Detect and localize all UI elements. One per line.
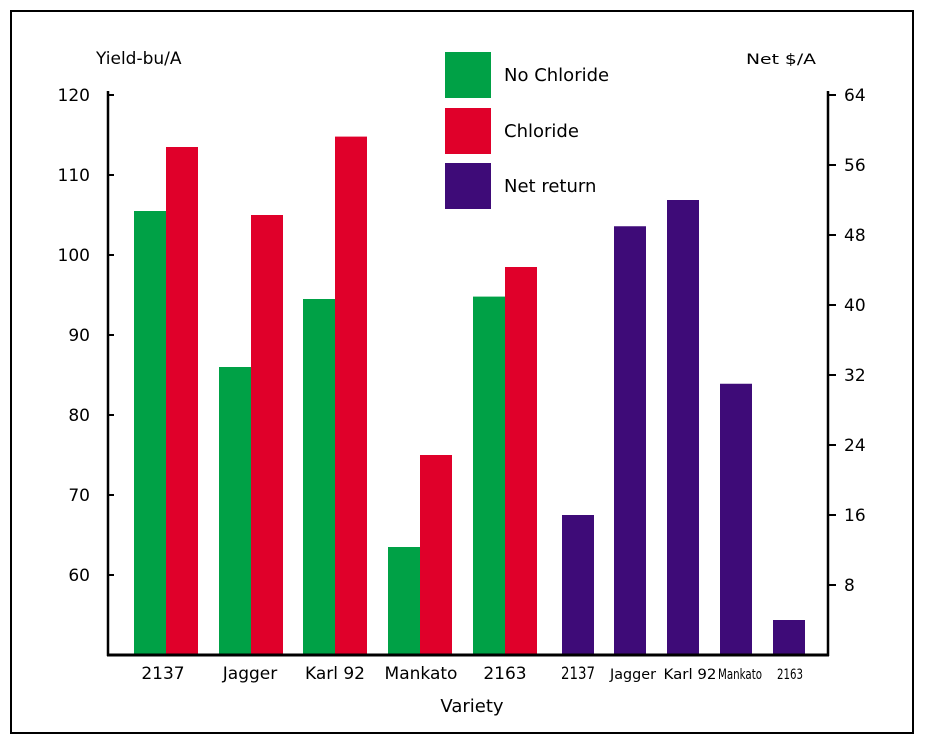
bar-net-return-jagger [614,226,646,655]
legend-swatch-no-chloride [445,52,491,98]
x-tick-label-net-jagger: Jagger [609,667,656,683]
bar-no-chloride-2163 [473,296,505,655]
x-tick-label-yield-karl-92: Karl 92 [305,664,365,684]
legend-swatch-net-return [445,163,491,209]
y2-tick-label-56: 56 [844,156,866,176]
bar-chloride-karl-92 [335,136,367,656]
x-tick-label-net-mankato: Mankato [718,667,762,683]
y-tick-label-80: 80 [68,406,90,426]
y2-tick-label-24: 24 [844,436,866,456]
bar-chloride-mankato [420,455,452,655]
x-tick-label-net-2137: 2137 [561,664,595,684]
legend-swatch-chloride [445,108,491,154]
bar-net-return-2137 [562,515,594,655]
legend-label-no-chloride: No Chloride [504,65,609,86]
legend-label-net-return: Net return [504,176,596,197]
x-tick-label-yield-mankato: Mankato [385,664,458,684]
y2-tick-label-40: 40 [844,296,866,316]
x-tick-label-yield-2137: 2137 [141,664,184,684]
x-tick-label-yield-jagger: Jagger [222,664,277,684]
bar-chloride-2163 [505,267,537,655]
y-tick-label-90: 90 [68,326,90,346]
y2-tick-label-8: 8 [844,576,855,596]
y-tick-label-110: 110 [58,166,90,186]
y2-tick-label-16: 16 [844,506,866,526]
y2-tick-label-64: 64 [844,86,866,106]
y2-axis-title: Net $/A [746,52,817,68]
x-axis-title: Variety [440,696,503,717]
bar-no-chloride-mankato [388,547,420,655]
bar-net-return-karl-92 [667,200,699,655]
y-tick-label-100: 100 [58,246,90,266]
legend-label-chloride: Chloride [504,121,579,142]
bar-chloride-2137 [166,147,198,655]
bar-no-chloride-jagger [219,367,251,655]
y2-tick-label-48: 48 [844,226,866,246]
bar-net-return-2163 [773,620,805,655]
legend: No Chloride Chloride Net return [445,52,609,209]
y-tick-label-60: 60 [68,566,90,586]
bar-no-chloride-2137 [134,211,166,655]
y2-tick-label-32: 32 [844,366,866,386]
x-tick-label-net-2163: 2163 [777,667,803,683]
bar-net-return-mankato [720,383,752,655]
x-tick-label-net-karl-92: Karl 92 [664,667,717,683]
y-axis-title: Yield-bu/A [95,49,182,69]
bar-chloride-jagger [251,215,283,655]
y-tick-label-120: 120 [58,86,90,106]
bar-no-chloride-karl-92 [303,299,335,655]
x-tick-label-yield-2163: 2163 [483,664,526,684]
y-tick-label-70: 70 [68,486,90,506]
